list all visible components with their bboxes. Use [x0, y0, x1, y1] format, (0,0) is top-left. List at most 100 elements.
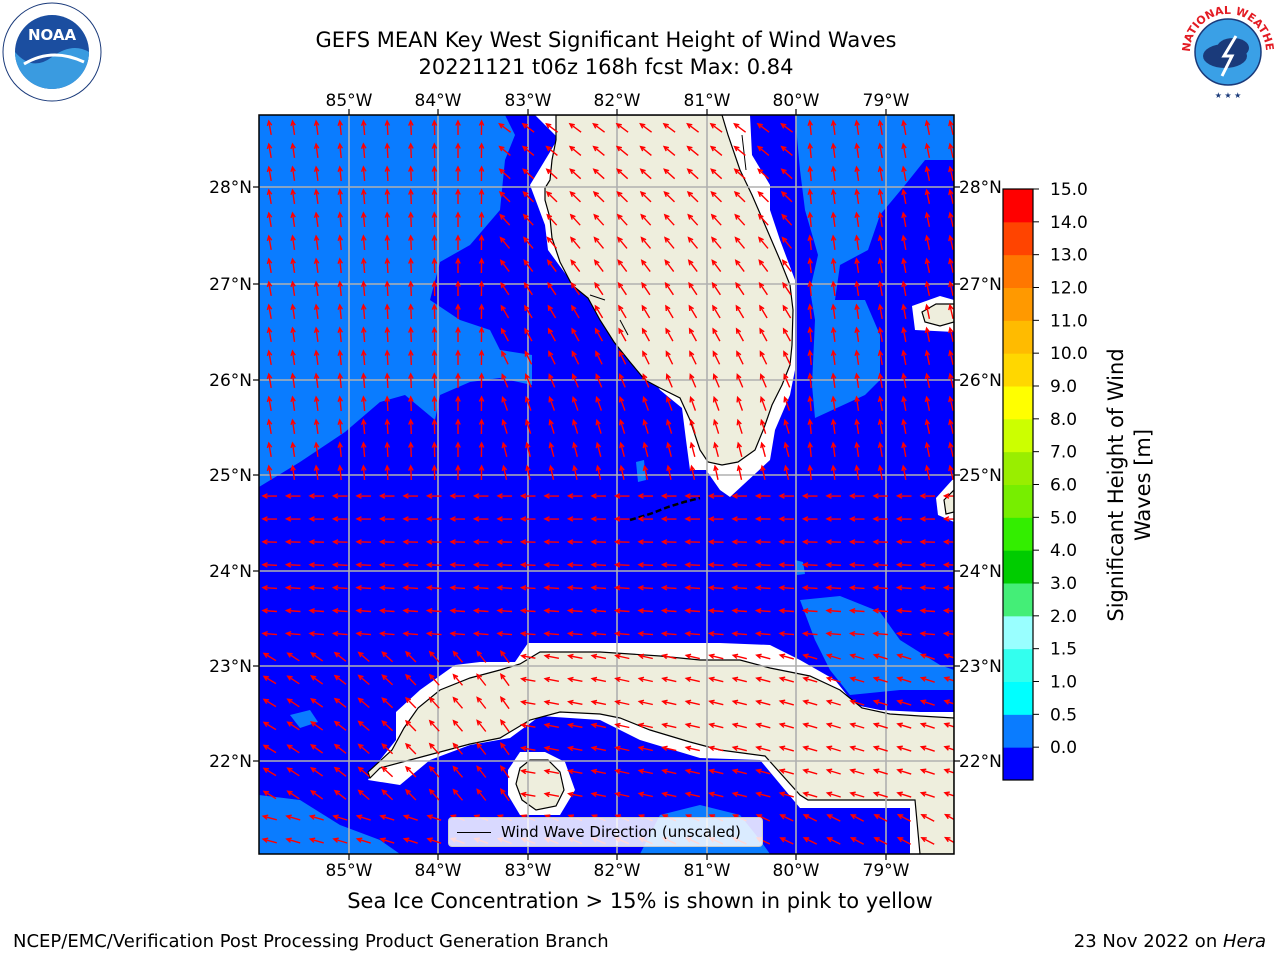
- wave-direction-arrow: [684, 562, 701, 568]
- wave-direction-arrow: [360, 211, 367, 228]
- wave-direction-arrow: [309, 766, 324, 777]
- wave-direction-arrow: [455, 142, 461, 158]
- wave-direction-arrow: [262, 767, 277, 777]
- wave-direction-arrow: [333, 789, 347, 800]
- wave-direction-arrow: [360, 234, 367, 251]
- colorbar-segment: [1003, 320, 1033, 354]
- wave-direction-arrow: [779, 837, 794, 845]
- lon-label-bottom: 85°W: [326, 861, 373, 881]
- wave-direction-arrow: [759, 395, 767, 411]
- wave-direction-arrow: [500, 327, 510, 342]
- wave-direction-arrow: [285, 837, 301, 844]
- wave-direction-arrow: [355, 585, 372, 591]
- wave-direction-arrow: [524, 350, 533, 365]
- wave-direction-arrow: [309, 743, 324, 754]
- footer-date-text: 23 Nov 2022 on: [1073, 931, 1223, 952]
- wave-direction-arrow: [592, 168, 605, 180]
- wave-direction-arrow: [734, 236, 746, 249]
- wave-direction-arrow: [501, 441, 508, 457]
- wave-direction-arrow: [501, 464, 508, 480]
- wave-direction-arrow: [567, 653, 583, 660]
- wave-direction-arrow: [616, 168, 629, 180]
- wave-direction-arrow: [525, 441, 531, 457]
- wave-direction-arrow: [642, 350, 650, 365]
- wave-direction-arrow: [825, 585, 842, 591]
- wave-direction-arrow: [476, 742, 487, 755]
- wave-direction-arrow: [408, 142, 414, 159]
- wave-direction-arrow: [919, 608, 936, 614]
- wave-direction-arrow: [567, 699, 583, 706]
- wave-direction-arrow: [639, 145, 652, 156]
- wave-direction-arrow: [736, 441, 743, 457]
- wave-direction-arrow: [572, 464, 578, 480]
- wave-direction-arrow: [501, 418, 508, 434]
- wave-direction-arrow: [520, 653, 536, 660]
- wave-direction-arrow: [566, 608, 583, 614]
- wave-direction-arrow: [428, 765, 440, 778]
- wave-direction-arrow: [337, 349, 343, 366]
- wave-direction-arrow: [402, 630, 419, 637]
- wave-direction-arrow: [807, 234, 813, 251]
- wave-direction-arrow: [522, 213, 534, 226]
- wave-direction-arrow: [689, 373, 697, 388]
- wave-direction-arrow: [308, 516, 325, 522]
- wave-direction-arrow: [854, 188, 860, 205]
- wave-direction-arrow: [261, 562, 278, 568]
- wave-direction-arrow: [284, 630, 301, 637]
- wave-direction-arrow: [313, 372, 320, 388]
- wave-direction-arrow: [637, 630, 654, 637]
- wave-direction-arrow: [501, 373, 509, 388]
- wave-direction-arrow: [924, 142, 931, 158]
- wave-direction-arrow: [476, 765, 487, 778]
- wave-direction-arrow: [639, 190, 652, 203]
- wave-direction-arrow: [478, 395, 485, 412]
- wave-direction-arrow: [431, 280, 438, 297]
- wave-direction-arrow: [877, 280, 884, 297]
- wave-direction-arrow: [684, 630, 701, 637]
- wave-direction-arrow: [896, 791, 912, 798]
- wave-direction-arrow: [360, 142, 367, 159]
- wave-direction-arrow: [455, 372, 461, 388]
- wave-direction-arrow: [948, 142, 954, 158]
- wave-direction-arrow: [689, 395, 697, 411]
- wave-direction-arrow: [408, 211, 414, 228]
- wave-direction-arrow: [686, 190, 699, 203]
- wave-direction-arrow: [735, 327, 745, 342]
- wave-direction-arrow: [520, 791, 536, 798]
- colorbar-segment: [1003, 681, 1033, 715]
- wave-direction-arrow: [546, 213, 558, 226]
- wave-direction-arrow: [290, 372, 296, 389]
- wave-direction-arrow: [734, 213, 746, 226]
- wave-direction-arrow: [616, 190, 628, 203]
- wave-direction-arrow: [712, 350, 721, 365]
- wave-direction-arrow: [615, 122, 629, 133]
- wave-direction-arrow: [313, 349, 320, 365]
- wave-direction-arrow: [472, 585, 489, 591]
- wave-direction-arrow: [825, 653, 841, 660]
- wave-direction-arrow: [455, 441, 461, 457]
- wave-direction-arrow: [661, 676, 677, 683]
- wave-direction-arrow: [848, 516, 865, 522]
- wave-direction-arrow: [943, 722, 954, 728]
- wave-direction-arrow: [499, 672, 510, 687]
- wave-direction-arrow: [498, 168, 511, 180]
- wave-direction-arrow: [360, 441, 367, 458]
- wave-direction-arrow: [783, 418, 790, 434]
- wave-direction-arrow: [757, 168, 770, 180]
- wave-direction-arrow: [778, 516, 795, 522]
- wave-direction-arrow: [849, 768, 865, 775]
- wave-direction-arrow: [286, 698, 300, 708]
- wave-direction-arrow: [449, 608, 466, 614]
- wave-direction-arrow: [759, 350, 768, 365]
- wave-direction-arrow: [686, 145, 699, 156]
- colorbar-segment: [1003, 451, 1033, 485]
- wave-direction-arrow: [499, 787, 510, 802]
- wave-direction-arrow: [408, 372, 414, 389]
- wave-direction-arrow: [284, 562, 301, 568]
- wave-direction-arrow: [619, 464, 625, 480]
- wave-direction-arrow: [731, 699, 747, 706]
- wave-direction-arrow: [924, 257, 931, 273]
- wave-direction-arrow: [545, 168, 558, 180]
- wave-direction-arrow: [478, 280, 485, 297]
- wave-direction-arrow: [332, 814, 348, 821]
